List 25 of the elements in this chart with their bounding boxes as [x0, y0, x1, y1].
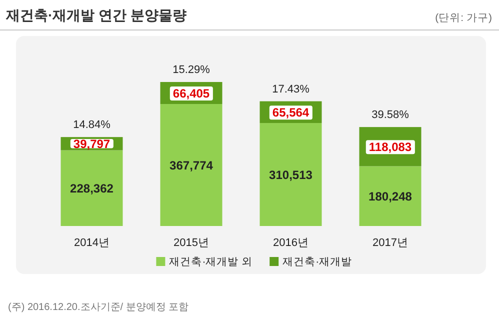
- data-label: 66,405: [172, 86, 210, 101]
- legend-label: 재건축·재개발: [282, 256, 352, 268]
- annotation: 14.84%: [73, 119, 111, 132]
- x-tick-label: 2015년: [174, 237, 209, 249]
- chart-title: 재건축·재개발 연간 분양물량: [5, 7, 186, 23]
- x-tick-label: 2017년: [372, 237, 408, 249]
- bar: [160, 104, 222, 226]
- bar: [359, 166, 422, 226]
- bar: [60, 150, 123, 226]
- data-label: 310,513: [269, 168, 313, 182]
- text: (단위: 가구): [435, 12, 492, 24]
- x-tick-label: 2014년: [74, 237, 110, 249]
- data-label: 180,248: [368, 190, 412, 204]
- data-label: 118,083: [368, 140, 412, 154]
- bar: [260, 123, 322, 226]
- legend-label: 재건축·재개발 외: [169, 256, 253, 268]
- annotation: 15.29%: [172, 64, 210, 76]
- annotation: 39.58%: [372, 109, 410, 122]
- data-label: 39,797: [73, 137, 110, 152]
- data-label: 228,362: [70, 182, 114, 196]
- x-tick-label: 2016년: [273, 237, 308, 249]
- text: (주) 2016.12.20.조사기준/ 분양예정 포함: [8, 302, 189, 313]
- data-label: 65,564: [272, 106, 310, 120]
- data-label: 367,774: [170, 158, 214, 173]
- annotation: 17.43%: [272, 83, 310, 96]
